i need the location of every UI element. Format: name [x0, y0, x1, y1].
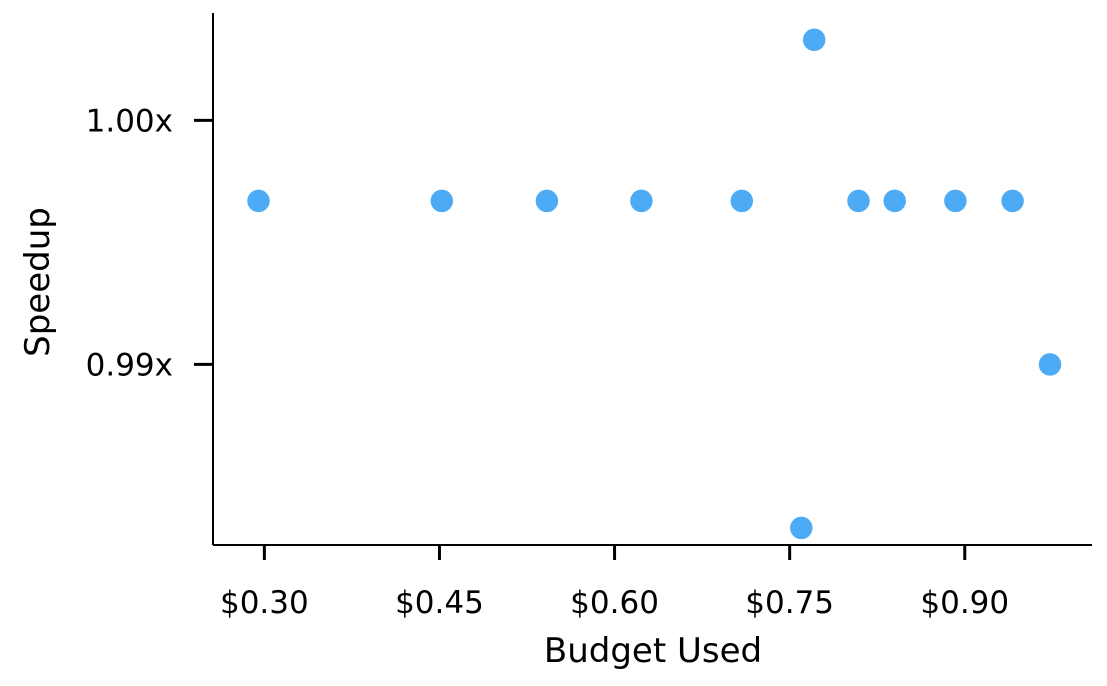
- x-tick-label-4: $0.90: [920, 585, 1009, 621]
- x-tick-label-0: $0.30: [220, 585, 309, 621]
- data-point-6: [788, 515, 815, 541]
- data-points: [245, 27, 1063, 541]
- data-point-7: [845, 188, 872, 214]
- data-point-10: [999, 188, 1026, 214]
- x-tick-label-1: $0.45: [395, 585, 484, 621]
- x-axis-title: Budget Used: [544, 631, 762, 671]
- data-point-8: [881, 188, 908, 214]
- data-point-0: [245, 188, 272, 214]
- data-point-2: [534, 188, 560, 214]
- data-point-5: [801, 27, 827, 53]
- x-tick-label-2: $0.60: [570, 585, 659, 621]
- data-point-9: [942, 188, 969, 214]
- y-axis-ticks: 0.99x 1.00x: [86, 103, 213, 383]
- data-point-1: [429, 188, 455, 214]
- y-axis-title: Speedup: [18, 207, 58, 357]
- x-tick-label-3: $0.75: [745, 585, 834, 621]
- x-axis-ticks: $0.30 $0.45 $0.60 $0.75 $0.90: [220, 545, 1009, 621]
- data-point-3: [628, 188, 655, 214]
- y-tick-label-1: 1.00x: [86, 103, 173, 139]
- y-tick-label-0: 0.99x: [86, 347, 173, 383]
- data-point-4: [729, 188, 755, 214]
- data-point-11: [1037, 351, 1063, 378]
